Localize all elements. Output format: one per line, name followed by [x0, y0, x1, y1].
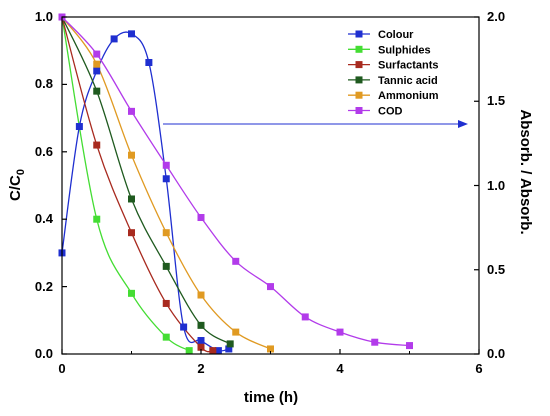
data-point-sulphides [128, 289, 135, 297]
x-tick-label: 4 [336, 361, 344, 376]
y-right-tick-label: 0.5 [487, 262, 505, 277]
y-left-tick-labels: 0.0 0.2 0.4 0.6 0.8 1.0 [35, 9, 54, 361]
data-point-ammonium [232, 328, 240, 336]
data-point-cod [197, 214, 205, 222]
data-point-sulphides [93, 215, 101, 223]
data-point-colour [93, 67, 101, 75]
data-point-ammonium [197, 291, 205, 299]
data-point-surfactants [93, 141, 101, 149]
data-point-tannic-acid [162, 262, 170, 270]
legend-label-cod: COD [378, 106, 403, 118]
legend-marker-colour [355, 30, 363, 38]
data-point-colour [225, 345, 233, 353]
data-point-cod [371, 338, 379, 346]
data-point-tannic-acid [197, 321, 205, 329]
data-point-sulphides [162, 333, 170, 341]
y-left-tick-label: 0.0 [35, 346, 53, 361]
data-point-colour [162, 175, 170, 183]
data-point-cod [162, 161, 170, 169]
y-left-tick-label: 0.6 [35, 144, 53, 159]
y-left-tick-label: 1.0 [35, 9, 53, 24]
series-line-tannic-acid [61, 16, 231, 345]
data-point-cod [336, 328, 344, 336]
y-left-axis-title-main: C/C [7, 175, 24, 201]
y-left-axis-title-subscript: 0 [15, 169, 27, 175]
data-point-colour [145, 58, 153, 66]
legend-marker-surfactants [355, 61, 363, 69]
series-line-surfactants [61, 16, 213, 353]
legend-label-colour: Colour [378, 29, 414, 41]
data-point-surfactants [128, 229, 135, 237]
x-tick-labels: 0 2 4 6 [58, 361, 482, 376]
y-right-tick-label: 1.5 [487, 93, 505, 108]
data-point-colour [214, 347, 222, 355]
axis-ticks [61, 16, 480, 355]
data-point-surfactants [209, 347, 217, 355]
data-point-surfactants [162, 299, 170, 307]
x-tick-label: 2 [197, 361, 204, 376]
x-tick-label: 6 [475, 361, 482, 376]
data-point-cod [406, 342, 413, 350]
data-point-cod [267, 283, 274, 291]
y-left-tick-label: 0.2 [35, 279, 53, 294]
data-point-tannic-acid [128, 195, 135, 203]
data-point-tannic-acid [226, 340, 234, 348]
data-point-colour [75, 123, 83, 131]
y-right-tick-label: 1.0 [487, 178, 505, 193]
legend-marker-cod [355, 107, 363, 114]
series-line-colour [61, 31, 229, 352]
data-point-ammonium [267, 345, 274, 353]
legend-marker-tannic-acid [355, 76, 363, 84]
data-point-sulphides [185, 347, 193, 355]
legend-label-sulphides: Sulphides [378, 44, 431, 56]
data-point-tannic-acid [93, 87, 101, 95]
data-point-ammonium [93, 60, 101, 68]
legend-label-tannic-acid: Tannic acid [378, 75, 438, 87]
y-right-axis-title: Absorb. / Absorb. [517, 109, 534, 234]
y-left-tick-label: 0.8 [35, 76, 53, 91]
y-left-tick-label: 0.4 [35, 211, 54, 226]
y-right-tick-label: 2.0 [487, 9, 505, 24]
data-point-cod [128, 107, 135, 115]
y-right-tick-labels: 0.0 0.5 1.0 1.5 2.0 [487, 9, 505, 361]
data-point-ammonium [162, 229, 170, 237]
arrow-head [458, 120, 468, 128]
annotation-arrow [163, 120, 468, 128]
legend-label-surfactants: Surfactants [378, 60, 439, 72]
data-point-cod [232, 257, 240, 265]
data-point-colour [128, 30, 135, 38]
y-left-axis-title: C/C0 [7, 169, 27, 201]
data-point-ammonium [128, 151, 135, 159]
data-point-colour [180, 323, 188, 331]
data-point-colour [110, 35, 118, 43]
x-tick-label: 0 [58, 361, 65, 376]
data-point-colour [197, 337, 205, 345]
data-point-cod [301, 313, 309, 321]
legend: Colour Sulphides Surfactants Tannic acid Amm… [348, 29, 439, 118]
legend-marker-ammonium [355, 91, 363, 99]
data-point-cod [93, 50, 101, 58]
data-point-surfactants [197, 343, 205, 351]
legend-label-ammonium: Ammonium [378, 90, 439, 102]
x-axis-title: time (h) [244, 389, 298, 406]
legend-marker-sulphides [355, 45, 363, 53]
y-right-tick-label: 0.0 [487, 346, 505, 361]
